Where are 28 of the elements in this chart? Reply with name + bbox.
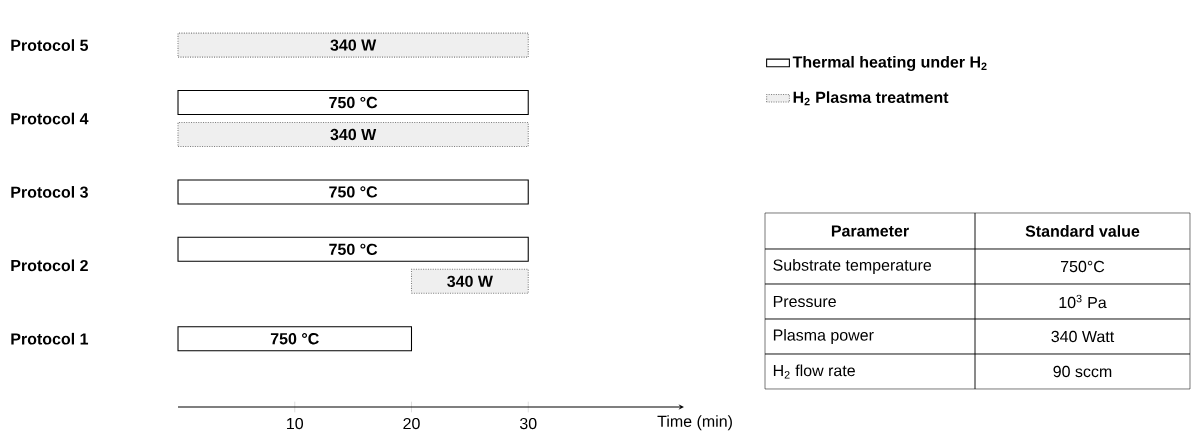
legend-label: H$_{2}$ Plasma treatment (793, 91, 949, 106)
annotation: 750 °C (329, 243, 378, 255)
y-tick-label: Protocol 4 (11, 112, 89, 125)
text: Substrate temperature (773, 259, 932, 274)
y-tick-label: Protocol 3 (11, 186, 88, 198)
text: Plasma power (773, 329, 874, 344)
x-tick-label: 30 (519, 417, 537, 430)
text: 90 sccm (1053, 365, 1112, 378)
text: Parameter (831, 225, 909, 237)
x-tick-label: 20 (403, 417, 420, 430)
text: Pressure (773, 295, 836, 308)
annotation: 340 W (330, 39, 377, 51)
annotation: 340 W (447, 275, 493, 288)
text: 750°C (1060, 260, 1105, 273)
annotation: 750 °C (270, 333, 319, 345)
legend-label: Thermal heating under H$_{2}$ (792, 55, 987, 71)
y-tick-label: Protocol 2 (11, 259, 88, 272)
y-tick-label: Protocol 1 (11, 332, 89, 345)
text: Standard value (1025, 225, 1140, 237)
x-axis-title: Time (min) (657, 415, 732, 431)
annotation: 750 °C (329, 96, 378, 109)
y-tick-label: Protocol 5 (11, 39, 89, 51)
x-tick-label: 10 (287, 417, 304, 430)
annotation: 340 W (330, 128, 377, 141)
text: 340 Watt (1051, 330, 1115, 343)
annotation: 750 °C (329, 186, 378, 198)
text: 10$^{3}$ Pa (1059, 294, 1107, 309)
text: H$_{2}$ flow rate (773, 364, 855, 379)
